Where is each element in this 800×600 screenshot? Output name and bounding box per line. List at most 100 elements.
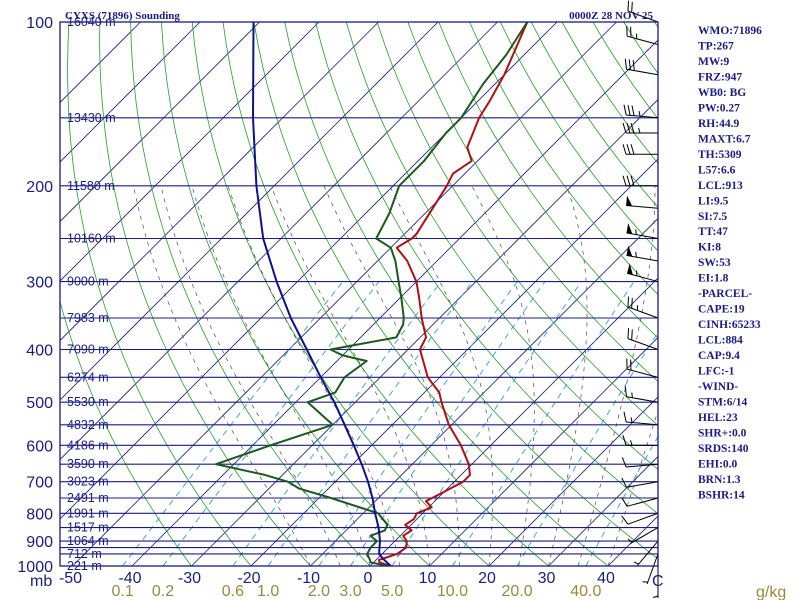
isotherm-line	[72, 22, 617, 566]
wind-barb	[652, 566, 659, 598]
index-entry: TP:267	[698, 40, 734, 52]
mixing-ratio-line	[452, 281, 635, 566]
index-entry: CAPE:19	[698, 304, 745, 316]
height-tick-label: 13430 m	[67, 111, 116, 125]
height-tick-label: 712 m	[67, 547, 102, 561]
temperature-tick-label: -50	[59, 570, 82, 587]
height-tick-label: 7090 m	[67, 343, 109, 357]
height-tick-label: 1064 m	[67, 534, 109, 548]
index-entry: FRZ:947	[698, 71, 742, 83]
isotherm-line	[60, 22, 201, 163]
index-entry: LI:9.5	[698, 195, 729, 207]
dry-adiabat-group	[60, 22, 800, 566]
height-tick-label: 4832 m	[67, 418, 109, 432]
pressure-tick-label: 400	[26, 343, 53, 360]
moist-adiabat-line	[471, 185, 535, 566]
wind-barb	[623, 104, 659, 119]
temperature-tick-label: 30	[538, 570, 556, 587]
mixing-ratio-tick-label: 0.6	[222, 583, 244, 600]
mixing-ratio-axis-labels: 0.1 0.2 0.6 1.0 2.0 3.0 5.0 10.0 20.0 40.0	[111, 583, 601, 600]
wind-barb	[621, 457, 659, 468]
index-entry: -PARCEL-	[698, 288, 752, 300]
moist-adiabat-line	[133, 185, 311, 566]
height-tick-label: 6274 m	[67, 370, 109, 384]
mixing-ratio-tick-label: 2.0	[308, 583, 330, 600]
dry-adiabat-line	[99, 22, 311, 566]
dry-adiabat-line	[60, 300, 192, 566]
moist-adiabat-line	[323, 185, 460, 566]
temperature-tick-label: -10	[297, 570, 320, 587]
height-tick-label: 16040 m	[67, 15, 116, 29]
isotherm-line	[429, 336, 658, 566]
index-entry: MW:9	[698, 56, 730, 68]
wind-barb	[627, 296, 659, 319]
pressure-tick-label: 300	[26, 275, 53, 292]
pressure-axis-labels: 100 200 300 400 500 600 700 800 900 1000	[17, 15, 53, 576]
pressure-tick-label: 700	[26, 475, 53, 492]
mixing-ratio-line	[122, 281, 344, 566]
mixing-ratio-group	[122, 281, 658, 566]
datetime-label: 0000Z 28 NOV 25	[569, 10, 653, 22]
height-tick-label: 1991 m	[67, 506, 109, 520]
pressure-tick-label: 900	[26, 534, 53, 551]
pressure-tick-label: 800	[26, 506, 53, 523]
isotherm-line	[60, 22, 320, 282]
isotherm-line	[488, 396, 658, 566]
wind-barb	[624, 386, 659, 403]
wind-barb	[633, 540, 659, 566]
index-entry: EHI:0.0	[698, 458, 738, 470]
pressure-tick-label: 600	[26, 438, 53, 455]
mixing-unit-label: g/kg	[756, 584, 786, 600]
wind-barb	[623, 411, 659, 426]
dry-adiabat-line	[778, 22, 800, 566]
mixing-ratio-line	[391, 281, 582, 566]
isotherm-line	[60, 22, 558, 520]
mixing-ratio-line	[162, 281, 380, 566]
mixing-ratio-tick-label: 3.0	[339, 583, 361, 600]
wind-barb	[626, 263, 659, 283]
height-tick-label: 11580 m	[67, 179, 115, 193]
isotherm-group	[60, 22, 658, 566]
index-entry: LCL:884	[698, 335, 743, 347]
mixing-ratio-tick-label: 40.0	[570, 583, 601, 600]
dry-adiabat-line	[315, 22, 658, 515]
mixing-ratio-line	[516, 331, 658, 566]
temperature-tick-label: -40	[118, 570, 141, 587]
dry-adiabat-line	[253, 22, 609, 566]
x-unit-label: C	[652, 573, 664, 590]
index-entry: LCL:913	[698, 180, 743, 192]
index-entry: HEL:23	[698, 412, 738, 424]
index-entry: RH:44.9	[698, 118, 739, 130]
pressure-tick-label: 200	[26, 179, 53, 196]
height-tick-label: 9000 m	[67, 275, 109, 289]
wind-barb	[622, 435, 659, 446]
index-entry: PW:0.27	[698, 102, 740, 114]
isotherm-line	[369, 277, 658, 566]
indices-panel: WMO:71896 TP:267 MW:9 FRZ:947 WB0: BG PW:0.27…	[698, 25, 762, 501]
mixing-ratio-line	[232, 281, 442, 566]
index-entry: CAP:9.4	[698, 350, 740, 362]
index-entry: CINH:65233	[698, 319, 761, 331]
index-entry: EI:1.8	[698, 273, 729, 285]
isotherm-line	[250, 158, 658, 566]
pressure-tick-label: 1000	[17, 559, 53, 576]
dry-adiabat-line	[747, 22, 800, 566]
index-entry: SW:53	[698, 257, 731, 269]
dry-adiabat-line	[161, 22, 430, 566]
mixing-ratio-tick-label: 5.0	[381, 583, 403, 600]
mixing-ratio-tick-label: 0.2	[152, 583, 174, 600]
parcel-line	[252, 22, 392, 566]
y-unit-label: mb	[30, 573, 52, 590]
height-tick-label: 10160 m	[67, 232, 116, 246]
wind-barb	[622, 144, 659, 155]
dry-adiabat-line	[592, 22, 658, 120]
wind-barb	[626, 195, 659, 209]
mixing-ratio-line	[267, 281, 473, 566]
mixing-ratio-tick-label: 10.0	[437, 583, 468, 600]
profile-series-group	[214, 22, 529, 566]
wind-barb	[642, 553, 659, 585]
mixing-ratio-line	[318, 281, 518, 566]
height-tick-label: 2491 m	[67, 491, 109, 505]
index-entry: BRN:1.3	[698, 474, 741, 486]
